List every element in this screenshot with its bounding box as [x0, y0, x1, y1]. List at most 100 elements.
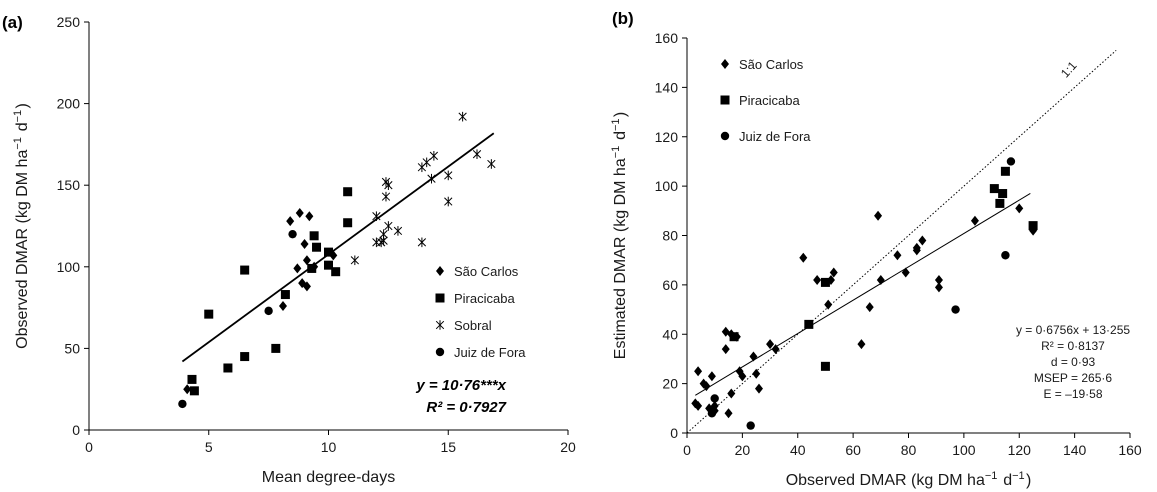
- data-point: [1028, 221, 1038, 231]
- legend-item: Juiz de Fora: [720, 129, 811, 144]
- x-tick-label: 100: [952, 442, 976, 458]
- data-point: [820, 361, 830, 371]
- data-point: [324, 260, 333, 270]
- x-tick-label: 60: [845, 442, 861, 458]
- y-tick-label: 0: [670, 425, 678, 441]
- data-point: [729, 332, 739, 342]
- legend-marker: [436, 266, 444, 276]
- data-point: [912, 242, 921, 253]
- data-point: [876, 274, 885, 285]
- fit-statistic: E = –19·58: [1043, 387, 1102, 401]
- data-point: [766, 339, 775, 350]
- data-point: [893, 250, 902, 261]
- data-point: [379, 229, 388, 239]
- data-point: [746, 421, 755, 430]
- fit-r-squared: R² = 0·7927: [426, 399, 506, 416]
- y-axis-label: Observed DMAR (kg DM ha−1 d−1 ): [12, 103, 31, 349]
- x-tick-label: 40: [790, 442, 806, 458]
- y-tick-label: 100: [655, 178, 679, 194]
- data-point: [865, 302, 874, 313]
- data-point: [918, 235, 927, 246]
- data-point: [721, 344, 730, 355]
- data-point: [189, 386, 199, 396]
- data-point: [707, 371, 716, 382]
- legend-item: São Carlos: [436, 264, 519, 279]
- data-point: [754, 383, 763, 394]
- x-tick-label: 120: [1008, 442, 1032, 458]
- y-tick-label: 60: [662, 277, 678, 293]
- series-sobral: [350, 111, 496, 266]
- series-juiz-de-fora: [178, 229, 297, 409]
- data-point: [343, 187, 353, 197]
- data-point: [393, 226, 403, 236]
- legend-item: Sobral: [435, 318, 492, 333]
- legend: São Carlos Piracicaba Juiz de Fora: [720, 57, 811, 144]
- one-to-one-line: [686, 49, 1117, 434]
- data-point: [240, 352, 250, 362]
- x-tick-label: 0: [683, 442, 691, 458]
- data-point: [995, 198, 1005, 208]
- legend-marker: [435, 293, 445, 303]
- data-point: [302, 255, 311, 266]
- data-point: [1001, 251, 1010, 260]
- legend-marker: [720, 131, 730, 141]
- data-point: [970, 215, 979, 226]
- data-point: [702, 381, 711, 392]
- y-tick-label: 250: [57, 14, 81, 30]
- data-point: [422, 157, 431, 168]
- legend-label: Piracicaba: [739, 93, 800, 108]
- data-point: [724, 408, 733, 419]
- data-point: [829, 267, 838, 278]
- one-to-one-label: 1:1: [1058, 58, 1080, 80]
- series-piracicaba: [187, 187, 353, 396]
- regression-line: [695, 193, 1031, 396]
- data-point: [934, 282, 943, 293]
- legend-marker: [435, 347, 445, 357]
- data-point: [307, 263, 317, 273]
- data-point: [429, 151, 439, 161]
- x-tick-label: 20: [735, 442, 751, 458]
- data-point: [951, 305, 960, 314]
- data-point: [223, 363, 233, 373]
- data-point: [694, 400, 703, 411]
- y-axis-label: Estimated DMAR (kg DM ha−1 d−1 ): [610, 112, 629, 359]
- data-point: [874, 210, 883, 221]
- data-point: [824, 299, 833, 310]
- data-point: [934, 274, 943, 285]
- legend-item: Piracicaba: [435, 291, 515, 306]
- x-tick-label: 5: [205, 439, 213, 455]
- data-point: [813, 274, 822, 285]
- data-point: [771, 344, 780, 355]
- data-point: [998, 189, 1008, 199]
- data-point: [240, 265, 250, 275]
- x-tick-label: 10: [321, 439, 337, 455]
- data-point: [288, 229, 297, 239]
- legend-marker: [721, 59, 729, 69]
- data-point: [857, 339, 866, 350]
- chart-panel-b: 0 20 40 60 80 100 120 140 160 0 20 40 60 80 100 120 140 1…: [610, 9, 1142, 489]
- data-point: [820, 277, 830, 287]
- data-point: [1000, 166, 1010, 176]
- data-point: [278, 300, 287, 311]
- data-point: [444, 196, 453, 207]
- data-point: [989, 184, 999, 194]
- series-s-o-carlos: [691, 203, 1038, 419]
- x-tick-label: 0: [85, 439, 93, 455]
- y-tick-label: 40: [662, 326, 678, 342]
- data-point: [381, 191, 391, 202]
- x-tick-label: 140: [1063, 442, 1087, 458]
- data-point: [178, 399, 187, 409]
- data-point: [324, 247, 333, 257]
- data-point: [305, 211, 314, 222]
- y-tick-label: 160: [655, 30, 679, 46]
- legend-label: Juiz de Fora: [454, 345, 526, 360]
- series-juiz-de-fora: [707, 157, 1016, 430]
- data-point: [343, 218, 353, 228]
- data-point: [799, 252, 808, 263]
- data-point: [271, 343, 281, 353]
- x-tick-label: 15: [440, 439, 456, 455]
- data-point: [187, 374, 197, 384]
- data-point: [300, 238, 309, 249]
